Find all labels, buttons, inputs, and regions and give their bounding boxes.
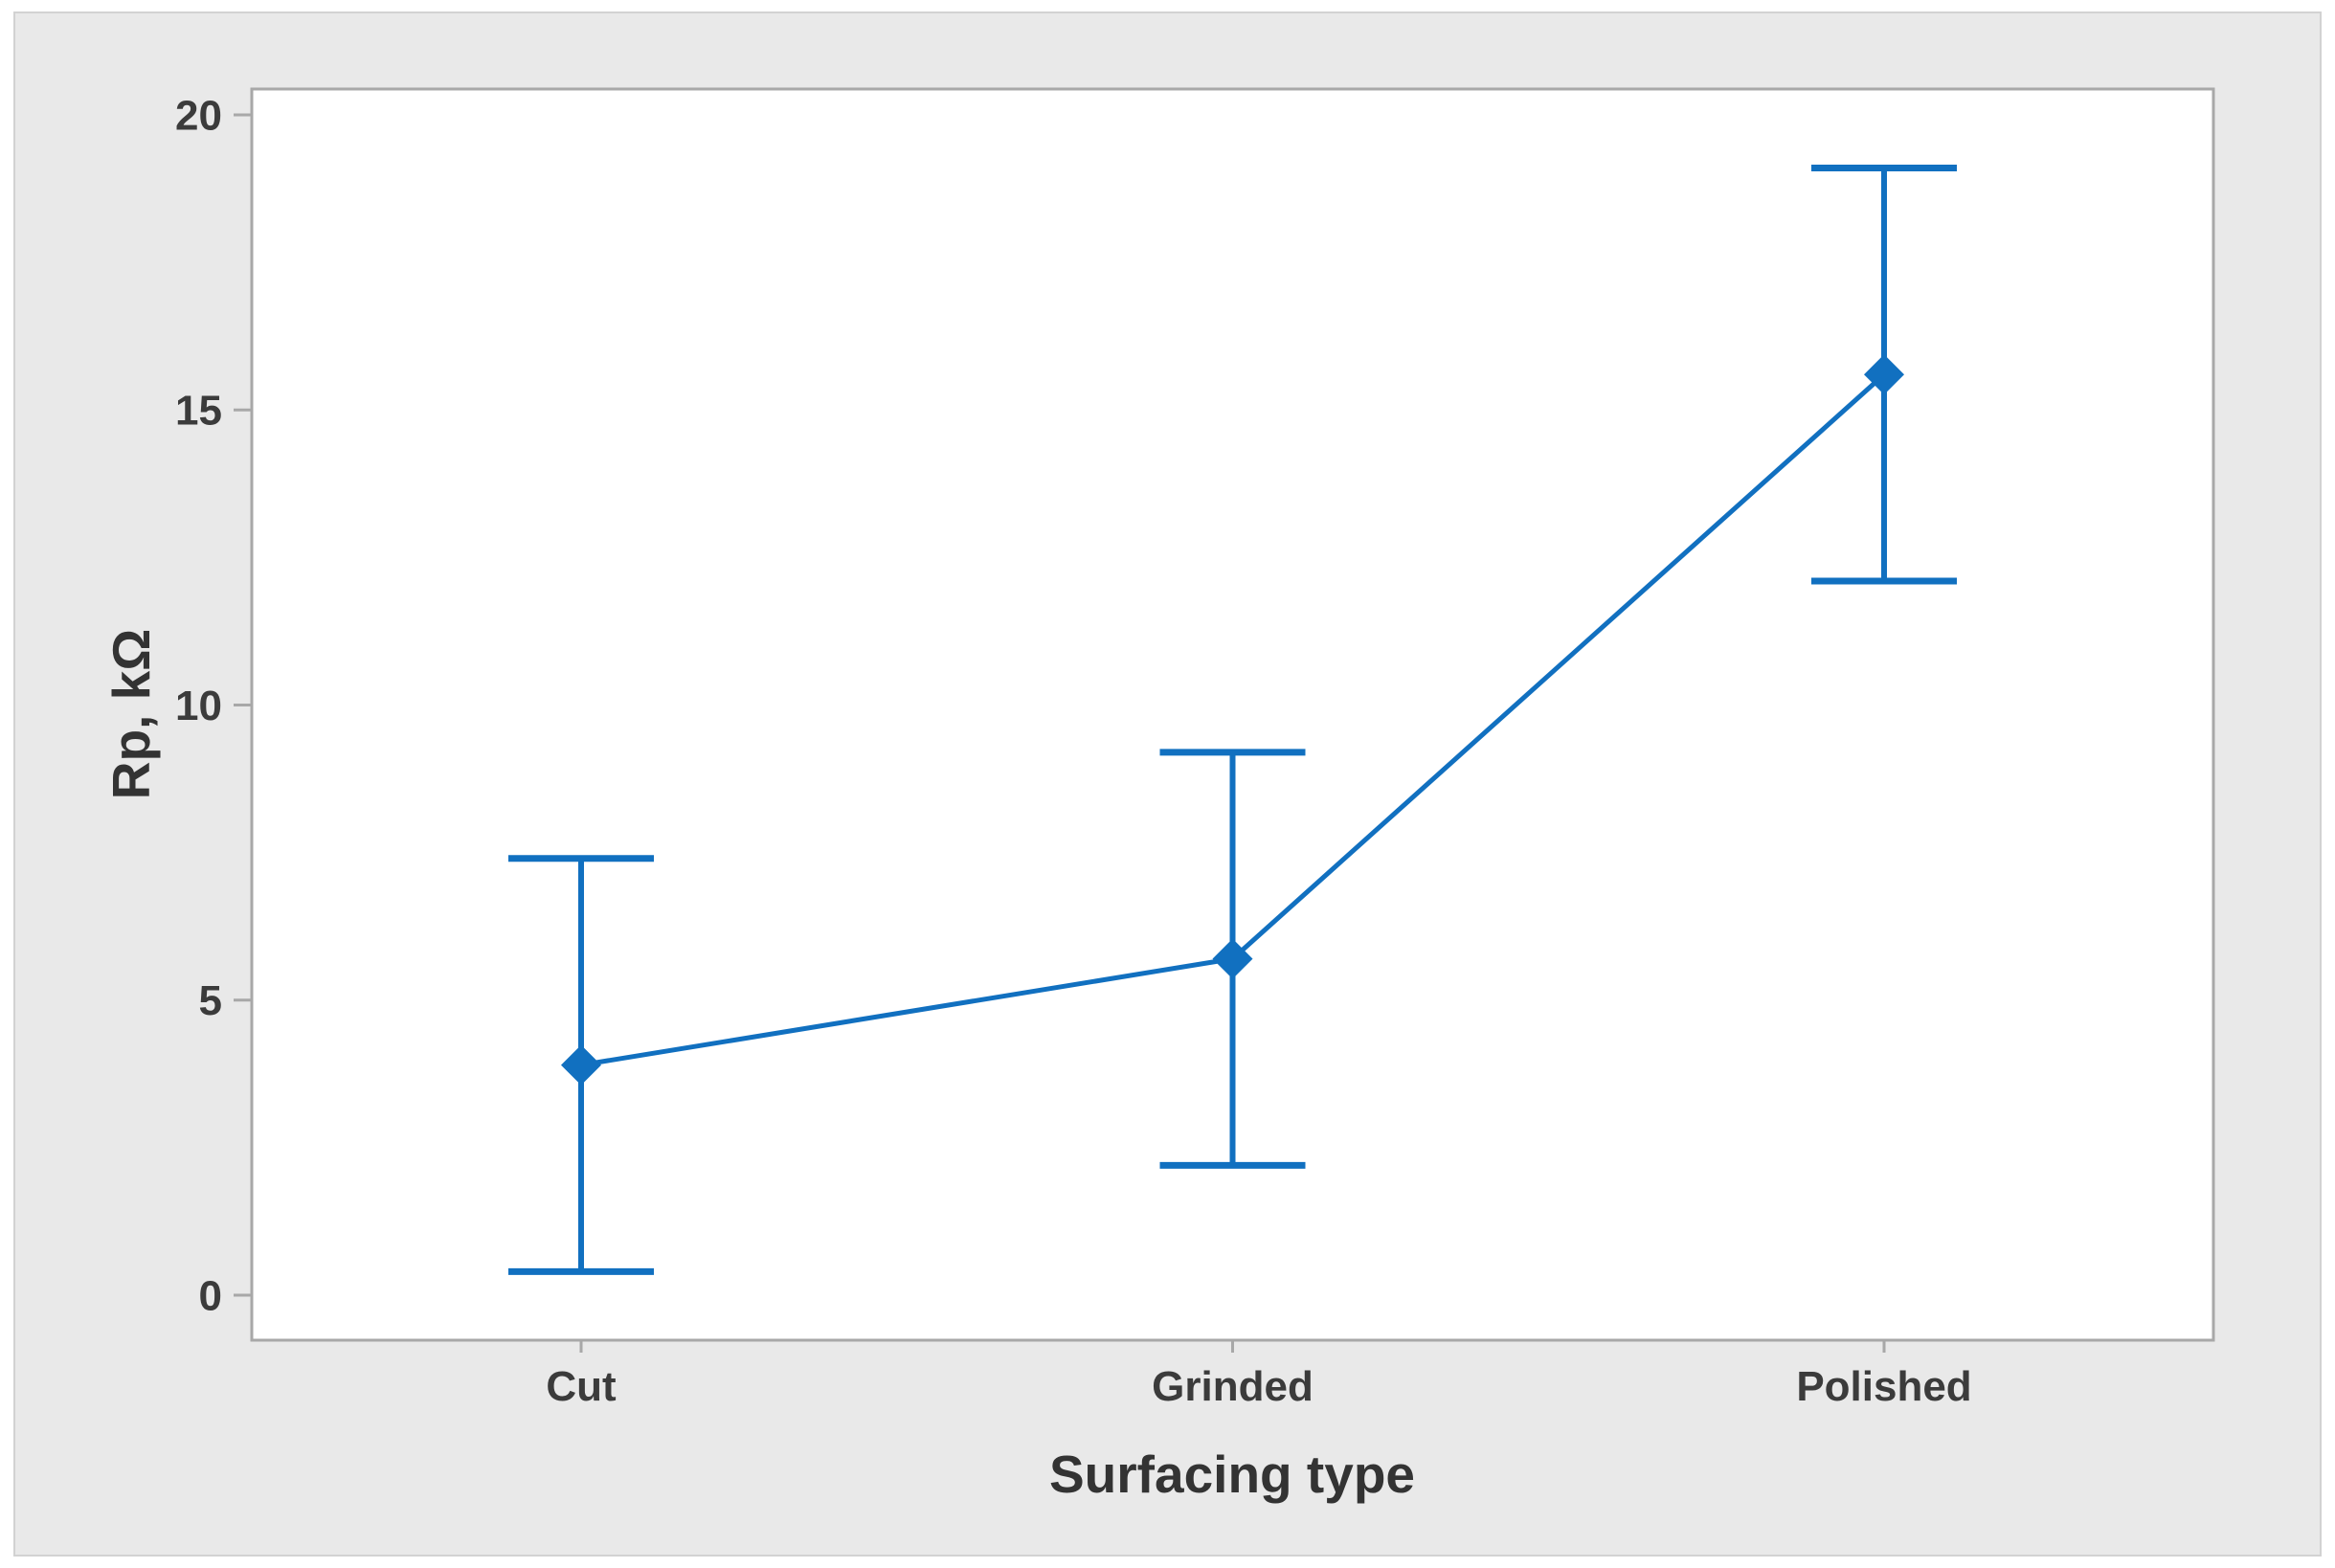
x-axis-title: Surfacing type bbox=[1048, 1445, 1416, 1504]
mean-diamond-marker bbox=[1212, 938, 1253, 979]
mean-diamond-marker bbox=[1864, 354, 1904, 395]
mean-diamond-marker bbox=[561, 1044, 601, 1086]
x-tick-label: Grinded bbox=[1152, 1363, 1313, 1410]
y-tick-label: 5 bbox=[199, 977, 222, 1024]
y-axis-title: Rp, kΩ bbox=[101, 628, 161, 800]
y-tick-label: 15 bbox=[175, 388, 222, 435]
y-tick-label: 20 bbox=[175, 92, 222, 139]
y-tick-label: 10 bbox=[175, 683, 222, 729]
x-tick-label: Cut bbox=[546, 1363, 617, 1410]
x-tick-label: Polished bbox=[1796, 1363, 1971, 1410]
y-tick-label: 0 bbox=[199, 1272, 222, 1319]
